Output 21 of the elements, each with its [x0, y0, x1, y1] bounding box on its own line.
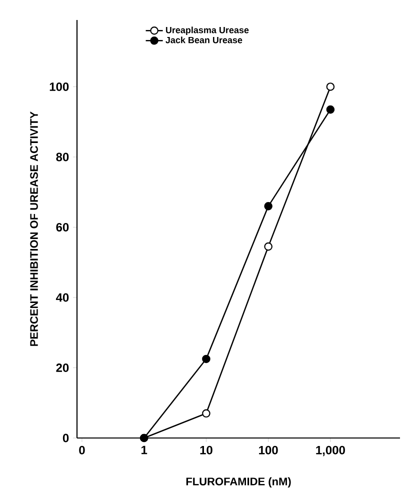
y-tick-label: 100: [50, 82, 69, 91]
point: [202, 354, 210, 364]
legend-label: Ureaplasma Urease: [166, 26, 249, 36]
y-tick-label: 0: [62, 434, 69, 442]
y-tick-label: 60: [56, 222, 69, 232]
y-tick-label: 20: [56, 364, 69, 372]
point: [264, 242, 272, 251]
point: [326, 82, 335, 91]
x-tick-label: 10: [200, 446, 212, 454]
point: [264, 202, 272, 210]
x-tick-label: 100: [259, 446, 278, 454]
x-tick-label: 0: [79, 446, 85, 454]
x-tick-label: 1,000: [316, 446, 345, 456]
y-tick-label: 40: [56, 293, 69, 302]
point: [326, 105, 335, 114]
point: [202, 409, 210, 418]
x-tick-label: 1: [142, 446, 148, 454]
y-axis-title: PERCENT INHIBITION OF UREASE ACTIVITY: [30, 112, 38, 346]
legend-label: Jack Bean Urease: [166, 36, 242, 44]
y-tick-label: 80: [56, 152, 69, 162]
x-axis-title: FLUROFAMIDE (nM): [186, 477, 291, 488]
